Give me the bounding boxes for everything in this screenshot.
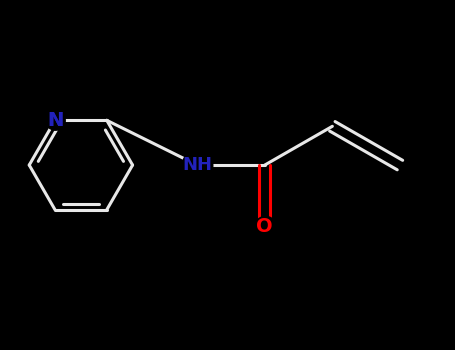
Text: O: O	[257, 217, 273, 236]
Text: N: N	[47, 111, 63, 130]
Text: NH: NH	[182, 156, 212, 174]
Text: N: N	[47, 111, 63, 130]
